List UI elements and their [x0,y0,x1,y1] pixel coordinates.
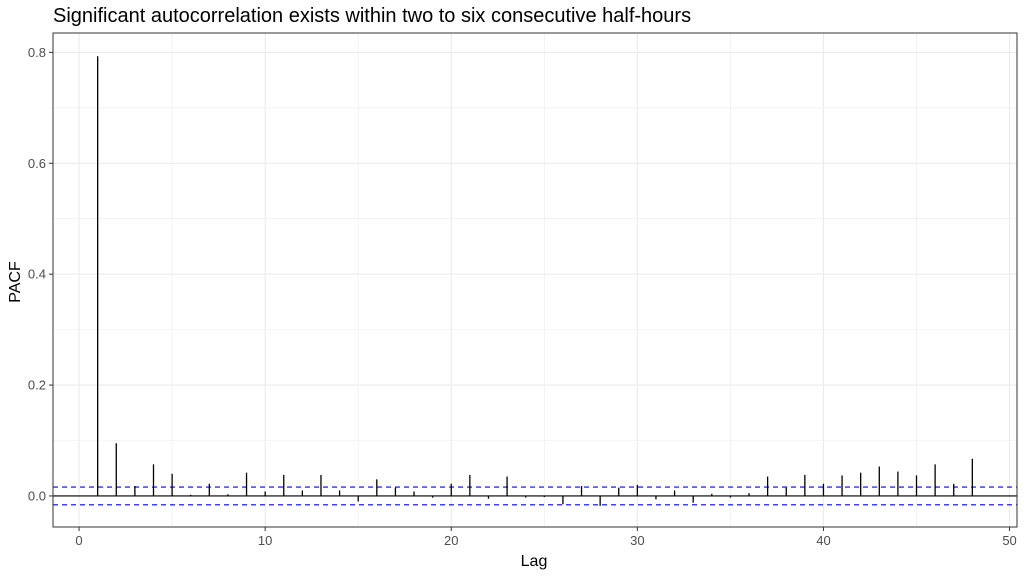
minor-gridlines [53,33,1017,527]
y-tick-label: 0.2 [28,378,46,393]
plot-border [52,32,1018,528]
x-tick-label: 20 [444,533,458,548]
x-tick-label: 50 [1002,533,1016,548]
y-tick-label: 0.8 [28,45,46,60]
y-tick-label: 0.4 [28,267,46,282]
y-axis-title: PACF [7,261,24,303]
x-tick-label: 40 [816,533,830,548]
x-axis: 0 10 20 30 40 50 [75,527,1017,548]
x-axis-title: Lag [521,553,548,570]
y-tick-label: 0.6 [28,156,46,171]
x-tick-label: 30 [630,533,644,548]
chart-title: Significant autocorrelation exists withi… [53,5,691,27]
major-gridlines [53,33,1017,527]
y-axis: 0.0 0.2 0.4 0.6 0.8 [28,45,53,503]
x-tick-label: 10 [258,533,272,548]
pacf-bars [97,56,973,506]
plot-panel [52,32,1018,528]
x-tick-label: 0 [75,533,82,548]
plot-background [53,33,1017,527]
y-tick-label: 0.0 [28,488,46,503]
confidence-bounds [53,486,1017,506]
